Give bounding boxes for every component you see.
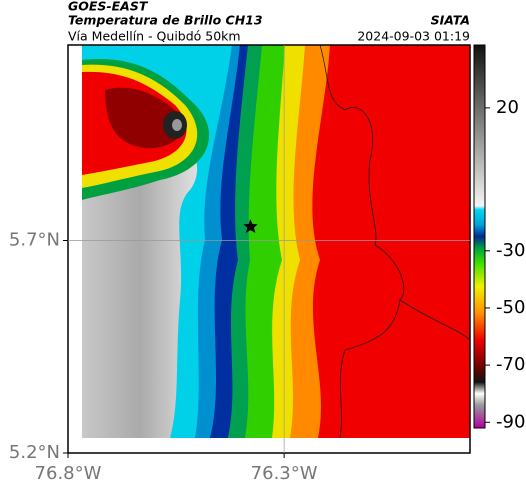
datetime: 2024-09-03 01:19 bbox=[357, 29, 470, 44]
x-tick-label: 76.8°W bbox=[35, 463, 102, 484]
colorbar-tick-label: -30 bbox=[496, 240, 525, 261]
colorbar-tick-label: -70 bbox=[496, 354, 525, 375]
header: GOES-EAST Temperatura de Brillo CH13 Vía… bbox=[68, 0, 470, 44]
title: GOES-EAST bbox=[68, 0, 149, 14]
y-tick-label: 5.7°N bbox=[9, 230, 60, 251]
colorbar bbox=[473, 44, 486, 429]
map-frame bbox=[67, 44, 471, 454]
colorbar-tick-label: -50 bbox=[496, 297, 525, 318]
colorbar-tick-label: -90 bbox=[496, 411, 525, 432]
source: SIATA bbox=[431, 13, 470, 28]
x-tick-label: 76.3°W bbox=[251, 463, 318, 484]
route: Vía Medellín - Quibdó 50km bbox=[68, 29, 241, 44]
brightness-field bbox=[82, 45, 470, 438]
colorbar-tick-label: 20 bbox=[496, 97, 519, 118]
y-tick-label: 5.2°N bbox=[9, 442, 60, 463]
subtitle: Temperatura de Brillo CH13 bbox=[68, 13, 263, 28]
